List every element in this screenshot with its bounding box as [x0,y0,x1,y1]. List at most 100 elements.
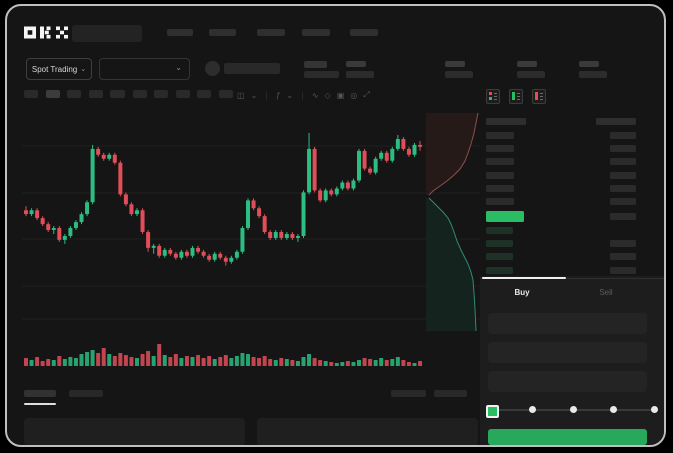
candle-body [201,251,206,256]
tab-sell[interactable]: Sell [599,288,613,297]
brush-icon[interactable]: ◇ [324,90,331,100]
candle-body [40,218,45,225]
ask-price-placeholder[interactable] [486,158,514,166]
orderbook-header-left[interactable] [486,118,526,125]
volume-bar [190,357,195,366]
slider-stop[interactable] [651,406,658,413]
tab-buy[interactable]: Buy [514,288,530,297]
buy-submit-button[interactable] [488,429,647,445]
volume-bar [368,359,373,366]
interval-button[interactable] [110,90,125,98]
total-input[interactable] [488,371,647,392]
slider-stop-selected[interactable] [486,405,499,418]
volume-bar [96,353,101,366]
interval-button[interactable] [197,90,211,98]
bottom-action-placeholder[interactable] [391,390,426,397]
ask-price-placeholder[interactable] [486,184,514,192]
slider-stop[interactable] [610,406,618,413]
volume-bar [146,351,151,366]
ask-amount-placeholder[interactable] [610,184,636,192]
slider-stop[interactable] [569,406,577,413]
nav-item-placeholder[interactable] [209,29,236,36]
book-asks-icon[interactable] [532,89,546,104]
candle-body [207,255,212,260]
candle-body [112,154,117,163]
ask-amount-placeholder[interactable] [610,145,636,153]
orders-panel-placeholder[interactable] [24,418,245,445]
book-bids-icon[interactable] [509,89,523,104]
indicators-icon[interactable]: ƒ [275,90,281,100]
depth-ask-area [426,113,478,195]
bottom-tab-placeholder[interactable] [69,390,103,397]
chevron-down-icon[interactable]: ⌄ [286,90,294,100]
ask-price-placeholder[interactable] [486,145,514,153]
volume-bar [85,352,90,366]
book-both-icon[interactable] [486,89,500,104]
global-search-placeholder[interactable] [72,25,142,42]
bid-price-placeholder[interactable] [486,266,513,274]
orderbook[interactable] [486,113,646,278]
orderbook-header-right[interactable] [596,118,636,125]
pair-dropdown[interactable]: ⌄ [99,58,190,80]
bottom-tab-placeholder[interactable] [24,390,56,397]
ask-price-placeholder[interactable] [486,132,514,139]
chevron-down-icon: ⌄ [80,66,87,73]
chart-type-icon[interactable]: ◫ [237,90,245,100]
settings-icon[interactable]: ◎ [350,90,358,100]
last-price-highlight[interactable] [486,211,524,222]
tab-divider [480,278,664,279]
okx-logo[interactable] [24,26,70,41]
history-panel-placeholder[interactable] [257,418,478,445]
ask-amount-placeholder[interactable] [610,198,636,205]
stat-label-placeholder [579,61,599,67]
price-row-amount-placeholder[interactable] [610,213,636,220]
candlestick-chart[interactable] [22,109,482,371]
fullscreen-icon[interactable]: ⤢ [363,90,370,99]
slider-stop[interactable] [528,406,536,413]
interval-button[interactable] [88,90,103,98]
volume-bar [168,357,173,366]
stat-label-placeholder [445,61,465,67]
bottom-action-placeholder[interactable] [434,390,467,397]
candle-body [101,154,106,159]
ask-amount-placeholder[interactable] [610,132,636,139]
ask-price-placeholder[interactable] [486,198,514,205]
interval-button[interactable] [67,90,81,98]
bid-price-placeholder[interactable] [486,227,513,234]
ask-price-placeholder[interactable] [486,171,514,179]
nav-item-placeholder[interactable] [167,29,193,36]
bid-amount-placeholder[interactable] [610,240,636,248]
price-input[interactable] [488,313,647,334]
volume-bar [123,355,128,366]
chevron-down-icon[interactable]: ⌄ [250,90,258,100]
ask-amount-placeholder[interactable] [610,158,636,166]
nav-item-placeholder[interactable] [302,29,330,36]
bid-price-placeholder[interactable] [486,240,513,248]
candle-body [373,158,378,173]
candle-body [118,162,123,195]
interval-button[interactable] [154,90,168,98]
market-selector-button[interactable]: Spot Trading ⌄ [26,58,92,80]
bid-price-placeholder[interactable] [486,253,513,261]
interval-button[interactable] [132,90,147,98]
volume-bar [240,353,245,366]
amount-input[interactable] [488,342,647,363]
bid-amount-placeholder[interactable] [610,266,636,274]
ask-amount-placeholder[interactable] [610,171,636,179]
nav-item-placeholder[interactable] [350,29,378,36]
bid-amount-placeholder[interactable] [610,253,636,261]
candle-body [418,144,423,147]
candle-body [173,253,178,258]
camera-icon[interactable]: ▣ [336,90,345,100]
interval-button[interactable] [218,90,233,98]
line-tool-icon[interactable]: ∿ [311,90,319,100]
market-selector-label: Spot Trading [31,64,78,74]
candle-body [223,257,228,262]
nav-item-placeholder[interactable] [257,29,285,36]
volume-bar [373,360,378,366]
trading-app-window: Spot Trading ⌄ ⌄ ◫ ⌄ ❘ ƒ ⌄ ❘ ∿ ◇ ▣ ◎ ⤢ Buy Sell [5,4,666,447]
candle-body [196,247,201,252]
interval-button[interactable] [24,90,38,98]
interval-button[interactable] [175,90,190,98]
interval-button[interactable] [45,90,60,98]
